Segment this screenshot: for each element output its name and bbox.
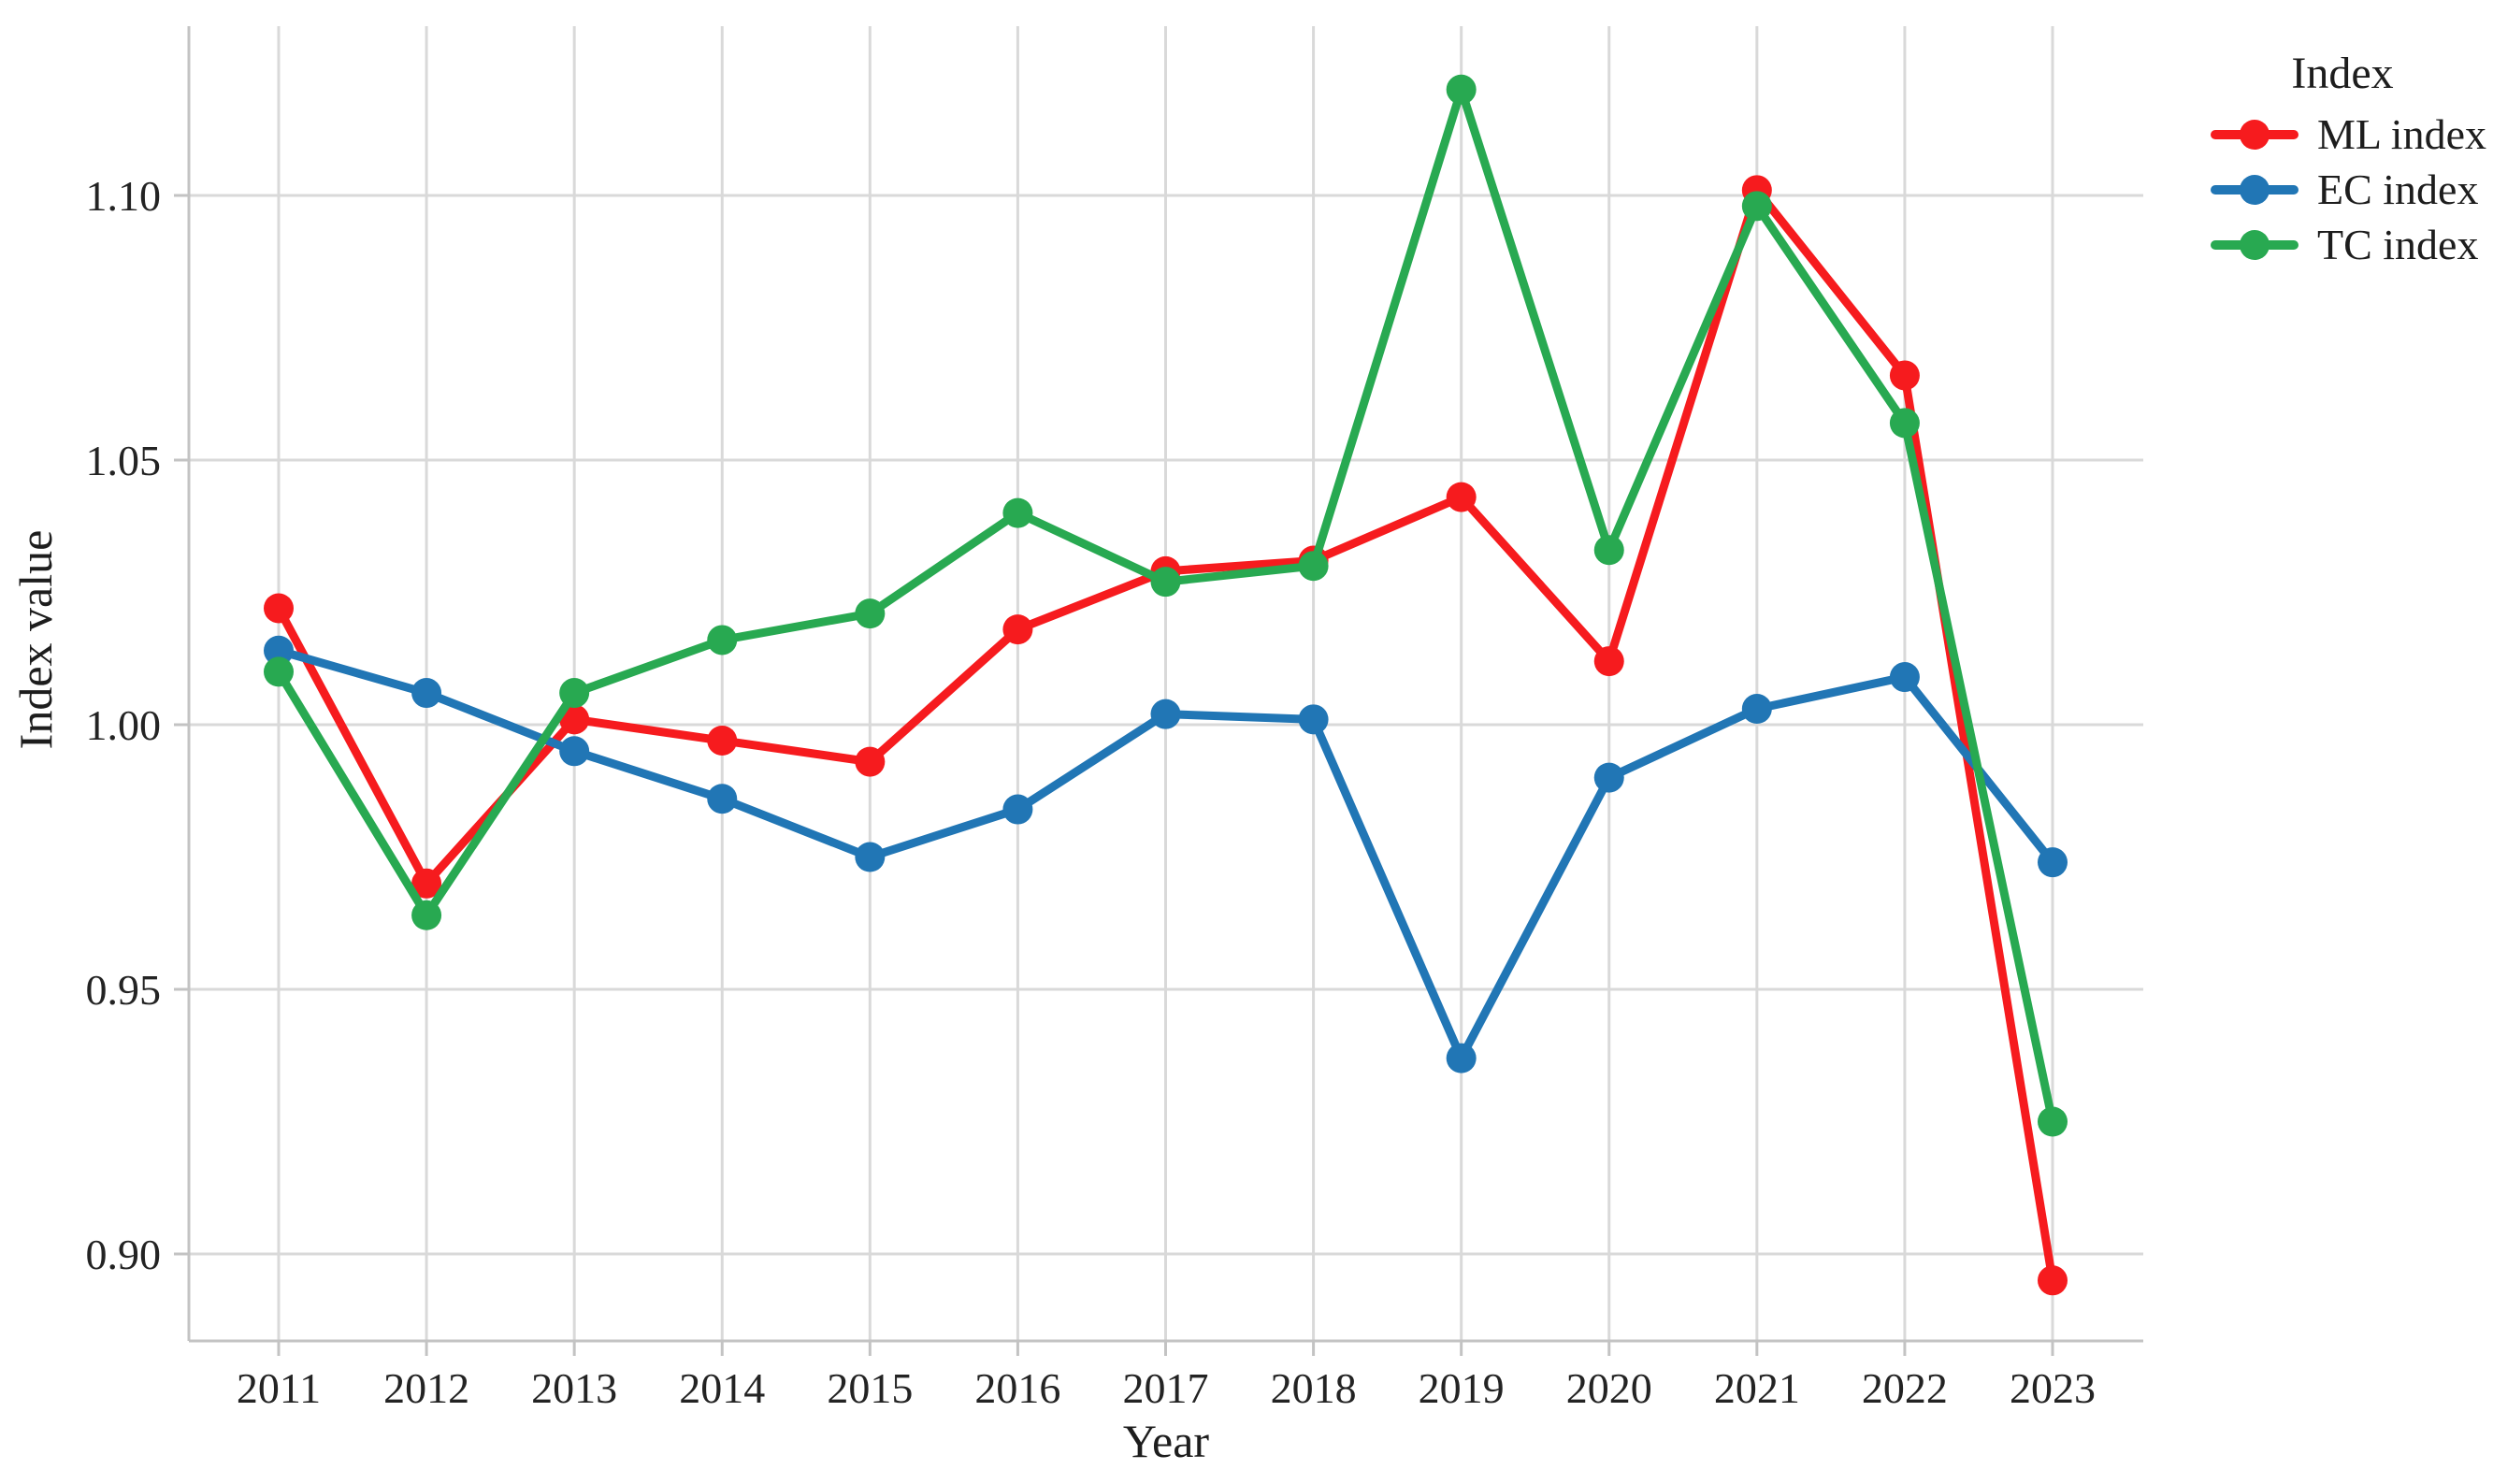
series-tc [264,74,2068,1137]
x-tick-label: 2019 [1419,1364,1505,1412]
x-tick-labels: 2011 2012 2013 2014 2015 2016 2017 2018 2019 2020… [237,1364,2096,1412]
data-point [1446,482,1477,512]
y-tick-label: 1.10 [86,172,162,220]
tc-index-line-marker-icon [2211,229,2298,261]
data-point [2038,847,2068,878]
data-point [855,598,886,629]
data-point [855,842,886,872]
data-point [1298,551,1329,582]
legend-item-tc-index: TC index [2188,217,2493,272]
y-axis-title: Index value [9,529,62,750]
y-tick-label: 1.05 [86,437,162,484]
legend-item-label: TC index [2317,221,2479,268]
data-point [2038,1265,2068,1296]
data-point [264,656,294,687]
data-point [1298,704,1329,735]
x-tick-label: 2018 [1271,1364,1357,1412]
data-point [1002,497,1033,528]
data-point [559,736,590,767]
x-tick-label: 2016 [974,1364,1060,1412]
data-point [1002,794,1033,825]
data-point [1593,762,1624,793]
data-point [264,593,294,624]
x-tick-label: 2014 [679,1364,765,1412]
data-series-layer [264,74,2068,1296]
x-tick-label: 2013 [531,1364,617,1412]
data-point [855,746,886,777]
x-tick-label: 2021 [1714,1364,1800,1412]
x-tick-label: 2023 [2010,1364,2096,1412]
x-tick-label: 2012 [383,1364,469,1412]
data-point [411,868,442,899]
series-ec [264,635,2068,1073]
data-point [1002,614,1033,645]
legend-item-ec-index: EC index [2188,162,2493,217]
data-point [1446,74,1477,105]
data-point [1150,699,1181,729]
data-point [1889,662,1920,693]
y-tick-labels: 0.90 0.95 1.00 1.05 1.10 [86,172,162,1278]
y-tick-label: 1.00 [86,701,162,749]
data-point [1889,360,1920,391]
legend-item-label: EC index [2317,166,2479,213]
legend-item-ml-index: ML index [2188,107,2493,162]
data-point [411,678,442,709]
data-point [559,678,590,709]
data-point [559,704,590,735]
x-tick-label: 2020 [1566,1364,1652,1412]
legend-title: Index [2291,49,2394,98]
x-tick-label: 2015 [827,1364,913,1412]
data-point [264,635,294,666]
x-tick-label: 2022 [1862,1364,1948,1412]
data-point [707,725,738,756]
data-point [707,784,738,814]
y-tick-label: 0.90 [86,1231,162,1278]
data-point [411,900,442,930]
data-point [1741,694,1772,725]
tick-marks [174,194,2054,1356]
ec-index-line-marker-icon [2211,174,2298,206]
x-axis-title: Year [1122,1415,1210,1467]
data-point [1150,567,1181,598]
legend: Index ML index EC index TC index [2188,47,2493,272]
data-point [1741,191,1772,222]
data-point [707,625,738,656]
data-point [1593,646,1624,677]
y-tick-label: 0.95 [86,966,162,1014]
x-tick-label: 2017 [1123,1364,1209,1412]
legend-item-label: ML index [2317,110,2486,158]
ml-index-line-marker-icon [2211,119,2298,151]
x-tick-label: 2011 [237,1364,321,1412]
data-point [1446,1043,1477,1073]
data-point [2038,1106,2068,1137]
data-point [1889,408,1920,439]
gridlines [189,26,2143,1341]
data-point [1593,535,1624,566]
